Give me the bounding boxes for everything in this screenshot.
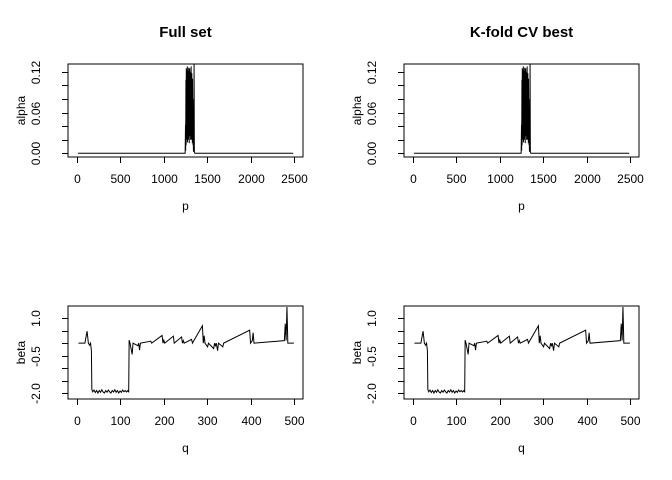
plot-box: [403, 63, 640, 158]
x-axis-label: p: [518, 199, 525, 213]
plot-box: [403, 305, 640, 400]
x-tick-label: 0: [74, 172, 81, 186]
x-tick-label: 100: [110, 414, 130, 428]
chart-title: K-fold CV best: [470, 24, 573, 41]
x-tick-label: 2500: [617, 172, 644, 186]
y-tick-label: 0.12: [29, 60, 43, 84]
x-tick-label: 500: [446, 172, 466, 186]
x-tick-label: 200: [490, 414, 510, 428]
y-tick-label: -0.5: [365, 346, 379, 367]
y-tick-label: 0.06: [29, 101, 43, 125]
x-tick-label: 0: [74, 414, 81, 428]
x-tick-label: 2500: [281, 172, 308, 186]
x-tick-label: 500: [620, 414, 640, 428]
panel-kfold-cv-best-beta: 0 100 200 300 400 500 1.0 -0.5 -2.0 q beta: [350, 305, 641, 455]
y-axis-label: beta: [350, 340, 364, 364]
x-tick-label: 1000: [487, 172, 514, 186]
plot-box: [67, 305, 304, 400]
panel-full-set-alpha: 0 500 1000 1500 2000 2500 0.00 0.06 0.12 p alpha Fu…: [14, 24, 308, 213]
x-tick-label: 300: [197, 414, 217, 428]
y-tick-label: 0.00: [365, 141, 379, 165]
x-tick-label: 1000: [151, 172, 178, 186]
x-axis-label: q: [182, 441, 189, 455]
data-line: [78, 306, 294, 395]
y-tick-label: -2.0: [365, 383, 379, 404]
x-axis-label: q: [518, 441, 525, 455]
y-axis-label: alpha: [14, 96, 28, 126]
y-axis-label: alpha: [350, 96, 364, 126]
x-tick-label: 0: [410, 414, 417, 428]
y-tick-label: -2.0: [29, 383, 43, 404]
y-tick-label: 0.12: [365, 60, 379, 84]
y-tick-label: 1.0: [29, 310, 43, 327]
x-tick-label: 100: [446, 414, 466, 428]
x-tick-label: 400: [241, 414, 261, 428]
x-tick-label: 1500: [530, 172, 557, 186]
x-tick-label: 200: [154, 414, 174, 428]
x-tick-label: 400: [577, 414, 597, 428]
y-tick-label: 0.06: [365, 101, 379, 125]
y-tick-label: 1.0: [365, 310, 379, 327]
x-tick-label: 300: [533, 414, 553, 428]
chart-title: Full set: [159, 24, 212, 41]
x-tick-label: 2000: [238, 172, 265, 186]
data-line: [413, 64, 630, 154]
panel-full-set-beta: 0 100 200 300 400 500 1.0 -0.5 -2.0 q beta: [14, 305, 305, 455]
x-tick-label: 0: [410, 172, 417, 186]
panel-kfold-cv-best-alpha: 0 500 1000 1500 2000 2500 0.00 0.06 0.12 p alpha K-…: [350, 24, 644, 213]
plot-box: [67, 63, 304, 158]
data-line: [77, 64, 294, 154]
x-tick-label: 1500: [194, 172, 221, 186]
y-tick-label: 0.00: [29, 141, 43, 165]
x-axis-label: p: [182, 199, 189, 213]
data-line: [414, 306, 630, 395]
y-axis-label: beta: [14, 340, 28, 364]
x-tick-label: 500: [284, 414, 304, 428]
x-tick-label: 500: [110, 172, 130, 186]
x-tick-label: 2000: [574, 172, 601, 186]
y-tick-label: -0.5: [29, 346, 43, 367]
